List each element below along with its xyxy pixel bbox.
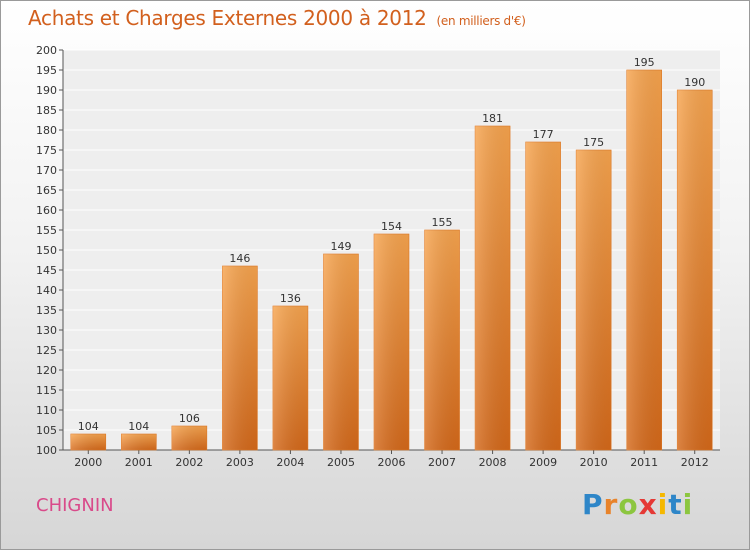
logo-letter: x [638,488,658,521]
y-tick-label: 175 [36,144,57,157]
x-tick-label: 2001 [125,456,153,469]
data-label: 149 [330,240,351,253]
x-tick-label: 2008 [479,456,507,469]
y-tick-label: 165 [36,184,57,197]
logo-letter: P [582,488,604,521]
x-tick-label: 2005 [327,456,355,469]
axes: 100 105 110 115 120 125 130 135 140 145 150 155 160 1… [36,44,720,469]
logo-letter: i [682,488,694,521]
y-tick-label: 125 [36,344,57,357]
logo-letter: i [657,488,669,521]
y-tick-label: 135 [36,304,57,317]
data-label: 146 [229,252,250,265]
y-tick-label: 185 [36,104,57,117]
bars [70,69,713,451]
y-tick-label: 200 [36,44,57,57]
data-label: 136 [280,292,301,305]
data-label: 106 [179,412,200,425]
data-label: 177 [533,128,554,141]
data-label: 190 [684,76,705,89]
x-tick-label: 2002 [175,456,203,469]
chart-subtitle: (en milliers d'€) [436,14,526,28]
y-tick-label: 150 [36,244,57,257]
y-tick-label: 180 [36,124,57,137]
bar-shade-2011 [626,70,662,450]
bar-shade-2010 [576,150,612,450]
data-label: 155 [432,216,453,229]
y-tick-label: 140 [36,284,57,297]
x-tick-label: 2012 [681,456,709,469]
y-tick-label: 110 [36,404,57,417]
chart-title: Achats et Charges Externes 2000 à 2012 (e… [28,6,526,30]
logo-letter: t [668,488,683,521]
x-tick-label: 2006 [378,456,406,469]
bar-shade-2000 [70,434,106,450]
x-tick-label: 2010 [580,456,608,469]
location-name: CHIGNIN [36,495,114,516]
data-label: 181 [482,112,503,125]
data-label: 104 [128,420,149,433]
y-tick-label: 115 [36,384,57,397]
y-tick-label: 145 [36,264,57,277]
bar-shade-2006 [374,234,409,450]
data-label: 175 [583,136,604,149]
data-labels: 104 104 106 146 136 149 154 155 181 177 175 195 190 [78,56,705,433]
bar-shade-2003 [222,266,258,450]
y-tick-label: 170 [36,164,57,177]
y-tick-label: 120 [36,364,57,377]
x-tick-label: 2009 [529,456,557,469]
x-tick-label: 2011 [630,456,658,469]
y-tick-label: 100 [36,444,57,457]
y-tick-label: 160 [36,204,57,217]
logo-letter: o [618,488,639,521]
bar-shade-2001 [121,434,157,450]
y-tick-label: 105 [36,424,57,437]
data-label: 104 [78,420,99,433]
y-tick-label: 130 [36,324,57,337]
bar-shade-2005 [323,254,359,450]
y-tick-label: 195 [36,64,57,77]
bar-shade-2009 [525,142,561,450]
x-tick-label: 2007 [428,456,456,469]
data-label: 154 [381,220,402,233]
bar-shade-2004 [272,306,308,450]
y-tick-label: 190 [36,84,57,97]
x-tick-label: 2000 [74,456,102,469]
bar-shade-2007 [424,230,460,450]
x-tick-label: 2004 [276,456,304,469]
y-tick-label: 155 [36,224,57,237]
proxiti-logo: Proxiti [582,488,693,521]
x-tick-label: 2003 [226,456,254,469]
data-label: 195 [634,56,655,69]
bar-shade-2012 [677,90,713,450]
logo-letter: r [603,488,619,521]
bar-shade-2002 [171,426,207,450]
bar-shade-2008 [475,126,511,450]
